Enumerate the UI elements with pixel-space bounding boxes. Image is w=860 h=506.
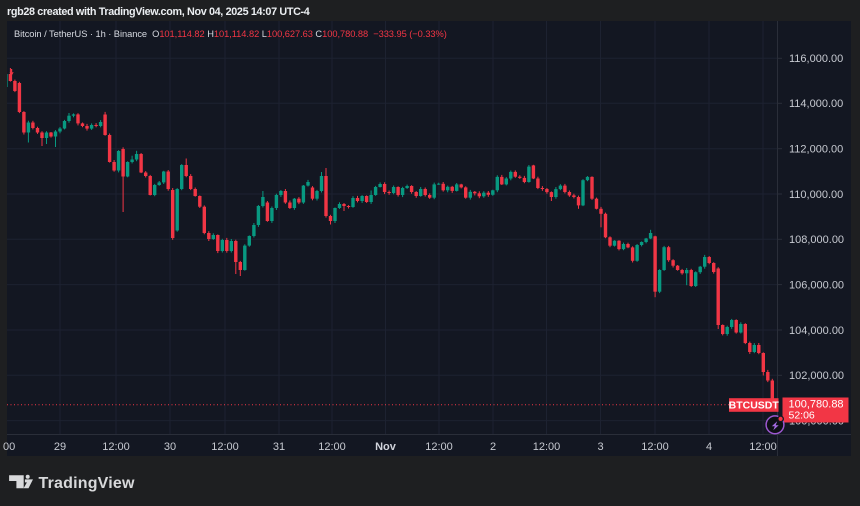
svg-text:112,000.00: 112,000.00 bbox=[789, 144, 843, 156]
svg-text:TradingView: TradingView bbox=[39, 475, 136, 492]
svg-text:12:00: 12:00 bbox=[102, 441, 130, 453]
svg-text:104,000.00: 104,000.00 bbox=[789, 325, 844, 337]
svg-text:12:00: 12:00 bbox=[318, 441, 346, 453]
svg-text:102,000.00: 102,000.00 bbox=[789, 370, 844, 382]
svg-text:2: 2 bbox=[490, 441, 496, 453]
svg-text:31: 31 bbox=[273, 441, 285, 453]
svg-text:110,000.00: 110,000.00 bbox=[789, 189, 843, 201]
svg-text:12:00: 12:00 bbox=[749, 441, 777, 453]
svg-text:12:00: 12:00 bbox=[533, 441, 561, 453]
svg-text:12:00: 12:00 bbox=[211, 441, 239, 453]
svg-text:00: 00 bbox=[3, 441, 15, 453]
svg-text:Bitcoin / TetherUS · 1h · Bina: Bitcoin / TetherUS · 1h · Binance O101,1… bbox=[14, 29, 447, 39]
svg-text:30: 30 bbox=[164, 441, 176, 453]
svg-text:3: 3 bbox=[597, 441, 603, 453]
svg-text:114,000.00: 114,000.00 bbox=[789, 98, 843, 110]
svg-text:108,000.00: 108,000.00 bbox=[789, 234, 844, 246]
svg-text:116,000.00: 116,000.00 bbox=[789, 53, 843, 65]
svg-text:106,000.00: 106,000.00 bbox=[789, 279, 844, 291]
svg-text:12:00: 12:00 bbox=[641, 441, 669, 453]
svg-text:12:00: 12:00 bbox=[425, 441, 453, 453]
svg-text:29: 29 bbox=[54, 441, 66, 453]
svg-text:4: 4 bbox=[706, 441, 712, 453]
svg-text:52:06: 52:06 bbox=[789, 410, 815, 422]
svg-text:100,780.88: 100,780.88 bbox=[789, 399, 844, 411]
svg-text:rgb28 created with TradingView: rgb28 created with TradingView.com, Nov … bbox=[7, 6, 310, 18]
svg-text:BTCUSDT: BTCUSDT bbox=[729, 399, 780, 411]
svg-text:Nov: Nov bbox=[375, 441, 397, 453]
